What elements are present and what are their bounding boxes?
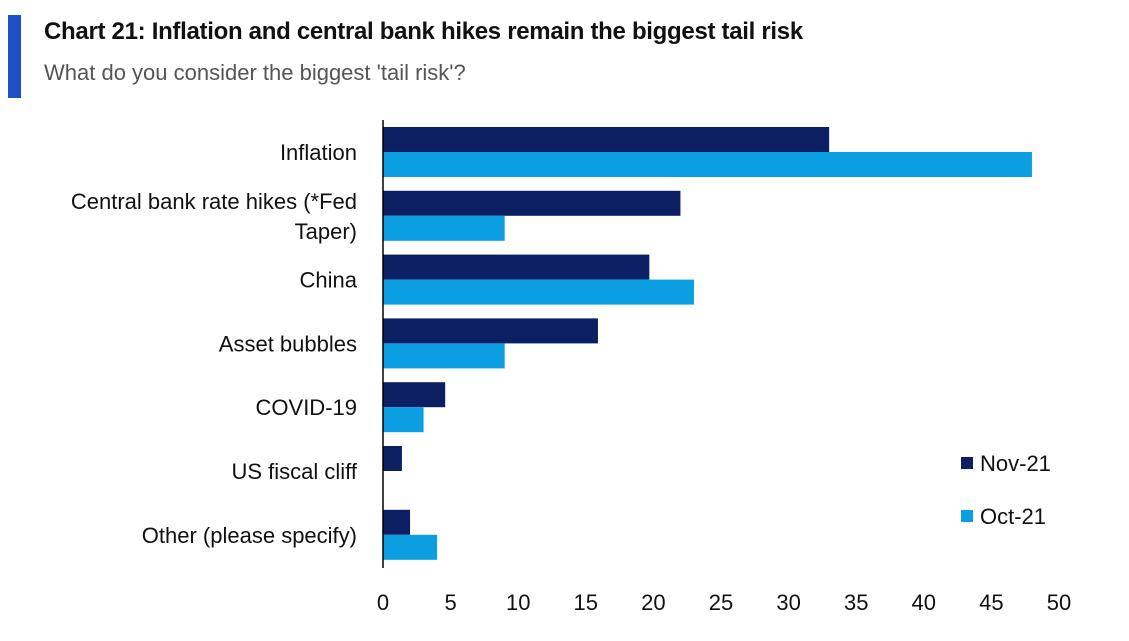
legend-label-nov-21: Nov-21 <box>980 451 1051 476</box>
bar-nov-21-0 <box>383 127 830 152</box>
category-label-0: Inflation <box>280 140 357 165</box>
bar-oct-21-6 <box>383 534 438 560</box>
x-tick-label-0: 0 <box>377 590 389 615</box>
bar-nov-21-1 <box>383 190 681 216</box>
legend-swatch-oct-21 <box>961 510 973 522</box>
x-tick-label-20: 20 <box>641 590 665 615</box>
category-label-6: Other (please specify) <box>142 523 357 548</box>
bar-oct-21-1 <box>383 215 505 241</box>
category-label-line: Other (please specify) <box>142 523 357 548</box>
x-tick-label-10: 10 <box>506 590 530 615</box>
x-tick-label-40: 40 <box>912 590 936 615</box>
bar-nov-21-3 <box>383 318 598 344</box>
category-label-line: Taper) <box>295 219 357 244</box>
category-label-line: Inflation <box>280 140 357 165</box>
category-label-line: China <box>300 268 358 293</box>
category-label-2: China <box>300 268 358 293</box>
accent-bar <box>8 15 21 98</box>
bar-nov-21-6 <box>383 509 411 535</box>
bar-oct-21-0 <box>383 152 1032 177</box>
bar-oct-21-3 <box>383 343 505 369</box>
bar-nov-21-5 <box>383 446 402 471</box>
category-label-4: COVID-19 <box>256 395 357 420</box>
bar-nov-21-4 <box>383 382 446 408</box>
bar-nov-21-2 <box>383 254 650 280</box>
x-tick-label-25: 25 <box>709 590 733 615</box>
category-label-5: US fiscal cliff <box>231 459 357 484</box>
category-label-1: Central bank rate hikes (*Fed Taper) <box>71 189 357 244</box>
category-label-line: Asset bubbles <box>219 331 357 356</box>
bar-oct-21-2 <box>383 279 694 305</box>
x-tick-label-5: 5 <box>444 590 456 615</box>
category-label-line: US fiscal cliff <box>231 459 357 484</box>
x-tick-label-30: 30 <box>776 590 800 615</box>
x-tick-label-35: 35 <box>844 590 868 615</box>
x-tick-label-50: 50 <box>1047 590 1071 615</box>
legend-label-oct-21: Oct-21 <box>980 504 1046 529</box>
chart-subtitle: What do you consider the biggest 'tail r… <box>44 60 466 85</box>
category-label-line: Central bank rate hikes (*Fed <box>71 189 357 214</box>
legend-swatch-nov-21 <box>961 457 973 469</box>
bar-oct-21-4 <box>383 407 424 433</box>
x-tick-label-45: 45 <box>979 590 1003 615</box>
category-label-line: COVID-19 <box>256 395 357 420</box>
chart-title: Chart 21: Inflation and central bank hik… <box>44 18 803 45</box>
x-tick-label-15: 15 <box>574 590 598 615</box>
category-label-3: Asset bubbles <box>219 331 357 356</box>
